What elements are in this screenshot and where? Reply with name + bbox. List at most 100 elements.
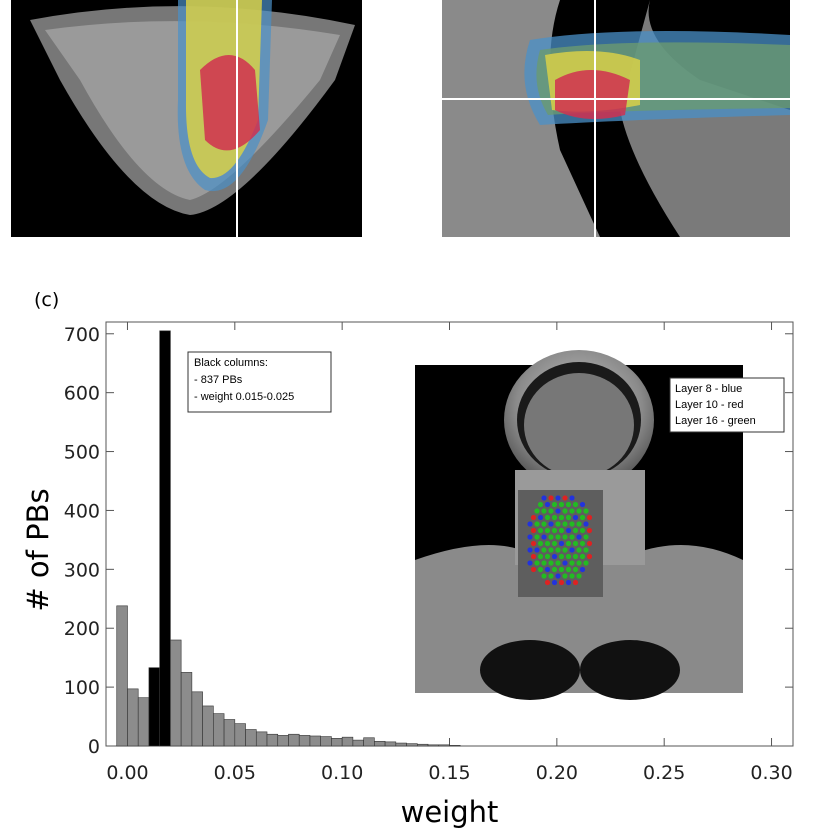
spot: [562, 495, 568, 501]
spot: [541, 508, 547, 514]
bar: [427, 744, 440, 747]
spot: [583, 547, 589, 553]
spot: [558, 566, 565, 573]
spot: [555, 508, 561, 514]
spot: [572, 553, 579, 560]
ct-axial-image: [11, 0, 362, 237]
spot: [527, 534, 533, 540]
note-line: Black columns:: [194, 357, 268, 369]
spot: [572, 579, 579, 586]
spot: [576, 573, 582, 579]
spot: [548, 495, 554, 501]
bar: [438, 744, 450, 747]
spot: [576, 508, 582, 514]
spot: [572, 514, 579, 521]
spot: [558, 527, 565, 534]
bar: [223, 719, 236, 747]
x-tick-label: 0.15: [428, 762, 470, 784]
black-columns-note: Black columns: - 837 PBs - weight 0.015-…: [187, 351, 332, 413]
y-tick-label: 700: [64, 324, 100, 346]
spot: [548, 508, 554, 514]
spot: [537, 566, 544, 573]
spot: [527, 560, 533, 566]
spot: [579, 527, 586, 534]
spot: [541, 560, 547, 566]
y-tick-label: 0: [88, 736, 100, 758]
spot: [555, 521, 561, 527]
bar: [148, 667, 160, 747]
bar: [137, 697, 150, 747]
bar: [363, 737, 375, 747]
spot: [551, 514, 558, 521]
spot: [583, 560, 589, 566]
bar: [352, 739, 364, 747]
spot: [534, 521, 540, 527]
spot: [555, 495, 561, 501]
spot: [565, 540, 572, 547]
spot: [579, 501, 586, 508]
bar: [202, 705, 214, 747]
bar: [416, 743, 429, 747]
spot: [534, 560, 540, 566]
spot: [562, 508, 568, 514]
spot: [530, 566, 537, 573]
spot: [583, 521, 589, 527]
pencil-beam-spots: [527, 495, 593, 586]
spot: [548, 521, 554, 527]
x-tick-label: 0.00: [106, 762, 148, 784]
bar: [406, 743, 418, 747]
spot: [565, 514, 572, 521]
spot: [569, 573, 575, 579]
spot: [548, 560, 554, 566]
bar: [298, 735, 311, 747]
bar: [320, 736, 332, 747]
bar: [213, 713, 225, 747]
spot: [558, 540, 565, 547]
spot: [562, 521, 568, 527]
spot: [537, 501, 544, 508]
inset-ct-image: [415, 350, 743, 700]
bar: [309, 735, 321, 747]
note-line: - 837 PBs: [194, 374, 243, 386]
spot: [530, 527, 537, 534]
spot: [565, 553, 572, 560]
note-line: Layer 16 - green: [675, 415, 756, 427]
spot: [572, 540, 579, 547]
spot: [555, 573, 561, 579]
spot: [579, 553, 586, 560]
spot: [558, 579, 565, 586]
bar: [331, 738, 343, 747]
spot: [541, 495, 547, 501]
spot: [583, 534, 589, 540]
bar: [170, 639, 182, 747]
spot: [537, 553, 544, 560]
spot: [569, 508, 575, 514]
spot: [576, 534, 582, 540]
spot: [548, 534, 554, 540]
spot: [541, 573, 547, 579]
bar: [288, 733, 300, 747]
spot: [565, 527, 572, 534]
note-line: Layer 10 - red: [675, 399, 743, 411]
spot: [534, 508, 540, 514]
spot: [548, 547, 554, 553]
y-tick-label: 400: [64, 500, 100, 522]
spot: [551, 579, 558, 586]
spot: [576, 521, 582, 527]
spot: [544, 566, 551, 573]
spot: [551, 566, 558, 573]
spot: [558, 553, 565, 560]
bar: [395, 742, 407, 747]
spot: [530, 553, 537, 560]
spot: [579, 514, 586, 521]
bar: [449, 745, 461, 747]
spot: [579, 566, 586, 573]
spot: [551, 501, 558, 508]
spot: [537, 514, 544, 521]
x-axis-label: weight: [401, 795, 499, 829]
spot: [527, 547, 533, 553]
spot: [569, 521, 575, 527]
spot: [586, 540, 593, 547]
bar: [234, 723, 246, 747]
